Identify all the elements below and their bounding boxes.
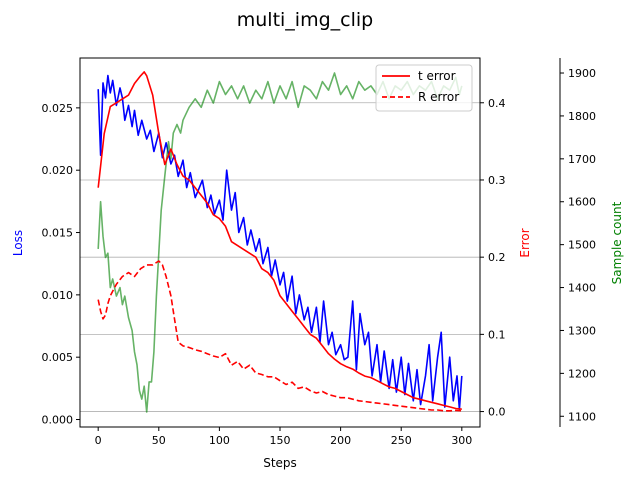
legend-label-r-error: R error [418,90,459,104]
series-line-loss [97,74,463,411]
series-line-r-error [97,260,462,412]
x-axis: 0 50 100 150 200 250 300 [95,427,472,447]
y-tick-label-sample-8: 1900 [568,67,596,80]
series-line-sample_count [97,72,463,413]
y-tick-label-error-1: 0.1 [488,328,506,341]
y-axis-error: 0.0 0.1 0.2 0.3 0.4 [480,97,506,419]
y-axis-loss: 0.000 0.005 0.010 0.015 0.020 0.025 [42,102,80,427]
y-tick-label-sample-7: 1800 [568,110,596,123]
y-tick-label-error-2: 0.2 [488,251,506,264]
x-tick-label-6: 300 [451,434,472,447]
y-tick-label-loss-3: 0.015 [42,227,74,240]
y-tick-label-sample-5: 1600 [568,196,596,209]
y-tick-label-error-3: 0.3 [488,174,506,187]
x-axis-label: Steps [263,456,297,470]
y-tick-label-sample-6: 1700 [568,153,596,166]
y-tick-label-loss-1: 0.005 [42,351,74,364]
y-tick-label-sample-2: 1300 [568,324,596,337]
y-axis-sample-count: 1100 1200 1300 1400 1500 1600 1700 1800 1900 [559,58,596,427]
x-tick-label-0: 0 [95,434,102,447]
y-tick-label-error-0: 0.0 [488,406,506,419]
x-tick-label-5: 250 [391,434,412,447]
x-tick-label-3: 150 [270,434,291,447]
grid-layer [80,102,480,412]
y-axis-label-loss: Loss [11,230,25,256]
y-tick-label-loss-5: 0.025 [42,102,74,115]
y-tick-label-error-4: 0.4 [488,97,506,110]
y-tick-label-loss-0: 0.000 [42,414,74,427]
y-tick-label-sample-1: 1200 [568,367,596,380]
y-tick-label-sample-4: 1500 [568,239,596,252]
legend-label-t-error: t error [418,69,456,83]
plot-frame [79,57,481,428]
y-axis-label-error: Error [518,228,532,257]
x-tick-label-4: 200 [330,434,351,447]
y-tick-label-sample-0: 1100 [568,410,596,423]
y-tick-label-loss-2: 0.010 [42,289,74,302]
chart-title: multi_img_clip [237,9,373,31]
x-tick-label-1: 50 [152,434,166,447]
y-tick-label-loss-4: 0.020 [42,164,74,177]
y-tick-label-sample-3: 1400 [568,282,596,295]
x-tick-label-2: 100 [209,434,230,447]
legend: t error R error [375,64,473,112]
series-line-t-error [97,71,462,410]
series-layer [97,71,463,413]
y-axis-label-sample-count: Sample count [610,201,624,284]
